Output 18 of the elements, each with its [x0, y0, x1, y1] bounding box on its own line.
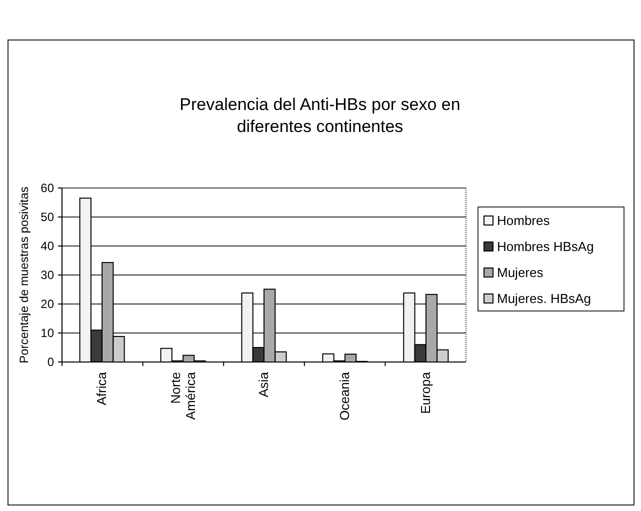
legend-label: Mujeres. HBsAg — [497, 291, 591, 306]
y-tick-label: 20 — [40, 297, 54, 311]
y-tick-label: 30 — [40, 268, 54, 282]
x-tick-label: Africa — [94, 371, 110, 406]
x-tick-label: Norte América — [168, 371, 198, 420]
y-tick-label: 60 — [40, 181, 54, 195]
x-tick-label: Asia — [256, 371, 271, 398]
legend-label: Hombres HBsAg — [497, 239, 594, 254]
y-tick-label: 40 — [40, 239, 54, 253]
legend-label: Hombres — [497, 213, 550, 228]
y-axis-title: Porcentaje de muestras posivitas — [17, 186, 31, 364]
x-tick-label: Oceania — [336, 371, 352, 420]
y-tick-label: 10 — [40, 326, 54, 340]
y-tick-label: 0 — [47, 355, 54, 369]
chart-title: Prevalencia del Anti-HBs por sexo en diferentes continentes — [180, 95, 460, 136]
x-tick-label: Europa — [418, 371, 433, 414]
y-tick-label: 50 — [40, 210, 54, 224]
legend-label: Mujeres — [497, 265, 544, 280]
